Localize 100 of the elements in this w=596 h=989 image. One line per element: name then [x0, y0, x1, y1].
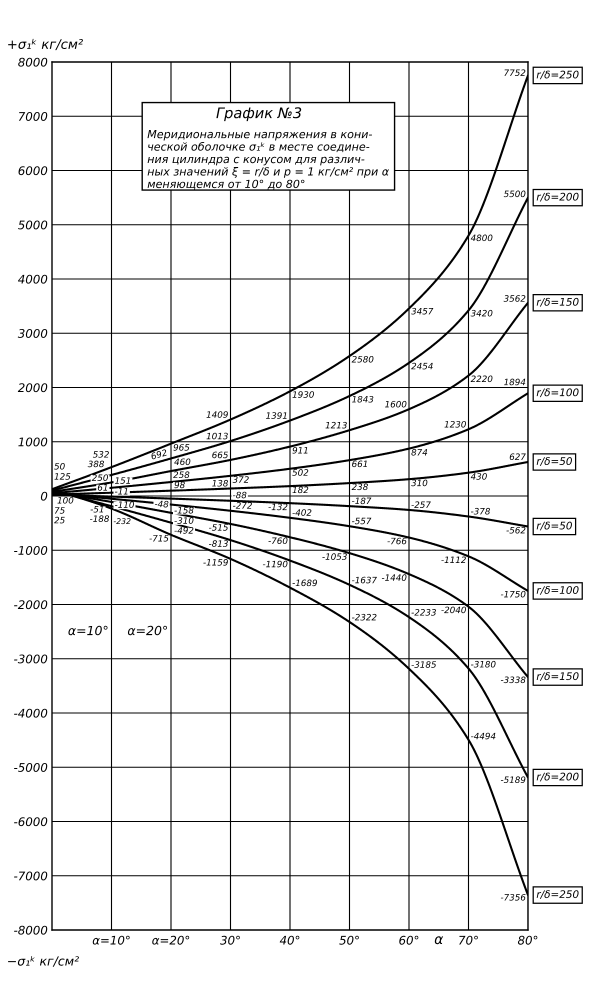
data-label: 1600: [385, 400, 406, 408]
data-label: -1750: [500, 590, 526, 598]
y-tick-label: -5000: [14, 762, 48, 772]
data-label: -760: [268, 537, 288, 544]
x-tick-label: 80°: [518, 936, 538, 945]
data-label: -3338: [500, 676, 526, 684]
y-tick-label: -2000: [14, 600, 48, 610]
data-label: -715: [149, 535, 168, 542]
data-label: 98: [174, 482, 185, 488]
y-tick-label: 4000: [18, 274, 48, 284]
y-tick-label: -6000: [14, 817, 48, 826]
annotation: α=10°: [68, 626, 108, 636]
series-label: r/δ=150: [536, 298, 579, 307]
data-label: -2233: [411, 609, 436, 616]
data-label: -402: [292, 509, 312, 516]
y-tick-label: 7000: [18, 112, 48, 121]
data-label: 7752: [504, 69, 526, 76]
data-label: 460: [174, 458, 190, 466]
data-label: -132: [268, 504, 288, 510]
data-label: -257: [411, 501, 431, 508]
y-tick-label: 0: [40, 492, 48, 501]
data-label: 50: [54, 462, 65, 470]
data-label: 75: [54, 507, 65, 514]
x-tick-label: α=20°: [152, 936, 190, 945]
data-label: 2580: [352, 356, 374, 363]
data-label: 965: [173, 444, 190, 451]
text: −σ₁ᵏ кг/см²: [8, 956, 79, 967]
data-label: -1190: [262, 560, 288, 568]
y-tick-label: -7000: [14, 871, 48, 880]
data-label: 25: [54, 516, 65, 524]
series-label: r/δ=50: [536, 457, 572, 466]
data-label: -1440: [382, 574, 406, 581]
data-label: 3562: [504, 295, 526, 302]
data-label: 627: [510, 453, 526, 460]
x-tick-label: 40°: [280, 936, 300, 945]
y-axis-title: +σ₁ᵏ кг/см²: [8, 38, 83, 50]
data-label: 1894: [504, 378, 526, 386]
data-label: -3185: [411, 661, 436, 668]
data-label: 61: [98, 484, 108, 491]
data-label: 151: [115, 477, 130, 484]
data-label: -2322: [352, 614, 376, 621]
x-tick-label: 50°: [339, 936, 359, 945]
data-label: -562: [506, 526, 526, 534]
y-tick-label: 2000: [18, 383, 48, 392]
data-label: 100: [58, 496, 74, 504]
data-label: 238: [352, 484, 368, 490]
data-label: 874: [411, 449, 428, 456]
y-tick-label: -8000: [14, 926, 48, 935]
data-label: -110: [114, 501, 134, 508]
data-label: -7356: [500, 894, 526, 901]
data-label: 1230: [444, 420, 466, 428]
data-label: 1013: [206, 432, 228, 440]
data-label: -11: [114, 488, 128, 495]
text: График №3: [216, 107, 302, 122]
data-label: 1930: [292, 391, 314, 398]
series-label: r/δ=100: [536, 388, 579, 398]
data-label: 1391: [266, 412, 287, 419]
text: Меридиональные напряжения в кони- ческой оболочке σ₁ᵏ в месте соедине- ния цилиндра с конусом для различ- ных значений ξ = r/δ и p = 1 кг/см² при α меняющемся от 10° до 80°: [148, 130, 389, 190]
y-tick-label: -1000: [14, 546, 48, 555]
y-tick-label: -3000: [14, 654, 48, 664]
y-tick-label: 3000: [18, 328, 48, 338]
data-label: 2220: [470, 375, 492, 382]
data-label: -1637: [352, 576, 377, 584]
series-label: r/δ=200: [536, 772, 579, 782]
series-label: r/δ=150: [536, 672, 579, 681]
series-label: r/δ=50: [536, 522, 572, 530]
data-label: 182: [292, 486, 308, 494]
data-label: 532: [92, 451, 109, 458]
data-label: 1409: [206, 411, 228, 418]
data-label: -1689: [292, 580, 317, 586]
data-label: -1112: [441, 556, 466, 563]
data-label: -557: [352, 518, 372, 524]
data-label: 5500: [504, 190, 526, 198]
data-label: -310: [174, 517, 194, 524]
y-tick-label: 1000: [18, 437, 48, 446]
data-label: 1843: [352, 396, 374, 403]
data-label: 250: [92, 474, 108, 481]
data-label: -492: [174, 527, 194, 534]
data-label: -1053: [322, 553, 347, 560]
x-tick-label: 70°: [459, 936, 478, 945]
data-label: -88: [232, 492, 246, 498]
data-label: 2454: [411, 362, 433, 370]
data-label: -272: [232, 502, 252, 509]
data-label: 138: [212, 480, 228, 487]
data-label: -51: [90, 506, 104, 513]
series-label: r/δ=250: [536, 70, 579, 80]
x-tick-label: α=10°: [92, 936, 130, 945]
x-tick-label: 30°: [220, 936, 240, 945]
y-tick-label: -4000: [14, 708, 48, 718]
data-label: -188: [90, 515, 110, 522]
data-label: 4800: [470, 234, 492, 242]
data-label: -3180: [470, 660, 496, 668]
y-tick-label: 8000: [18, 58, 48, 67]
data-label: -2040: [441, 606, 466, 614]
data-label: 1213: [326, 422, 347, 428]
x-tick-label: 60°: [399, 936, 418, 945]
series-label: r/δ=200: [536, 192, 579, 202]
data-label: 661: [352, 460, 367, 468]
series-label: r/δ=250: [536, 890, 579, 899]
data-label: 430: [470, 473, 487, 480]
